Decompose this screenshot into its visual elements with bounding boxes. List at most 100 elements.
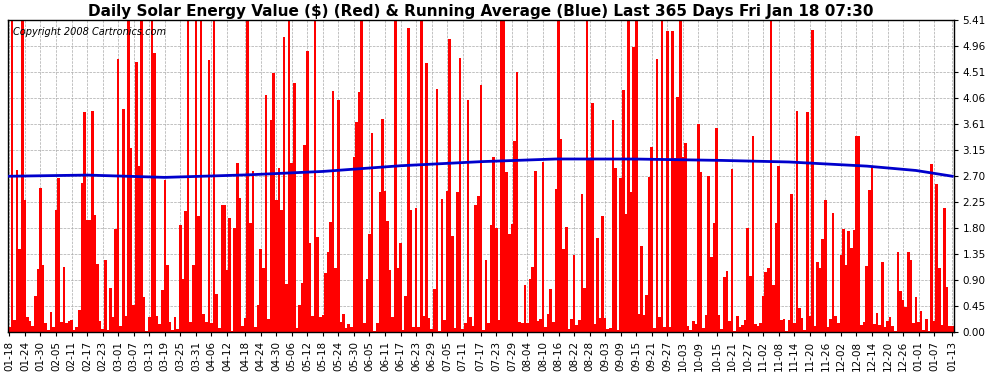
Bar	[695, 324, 697, 332]
Bar	[370, 133, 373, 332]
Bar	[453, 328, 456, 332]
Bar	[912, 323, 915, 332]
Bar	[650, 147, 653, 332]
Bar	[524, 285, 526, 332]
Bar	[288, 21, 290, 332]
Bar	[327, 252, 330, 332]
Bar	[513, 141, 516, 332]
Bar	[244, 318, 247, 332]
Bar	[700, 172, 702, 332]
Bar	[498, 320, 500, 332]
Bar	[236, 163, 239, 332]
Bar	[837, 322, 840, 332]
Bar	[210, 322, 213, 332]
Bar	[418, 327, 420, 332]
Bar	[24, 200, 27, 332]
Bar	[886, 321, 889, 332]
Bar	[254, 327, 256, 332]
Bar	[803, 330, 806, 332]
Bar	[425, 63, 428, 332]
Bar	[221, 206, 223, 332]
Bar	[86, 220, 88, 332]
Bar	[267, 319, 269, 332]
Bar	[628, 21, 630, 332]
Bar	[389, 270, 391, 332]
Bar	[863, 321, 865, 332]
Bar	[835, 316, 837, 332]
Bar	[251, 171, 254, 332]
Bar	[125, 316, 128, 332]
Bar	[163, 180, 166, 332]
Bar	[666, 31, 668, 332]
Bar	[65, 323, 67, 332]
Bar	[549, 289, 552, 332]
Bar	[153, 53, 155, 332]
Bar	[184, 211, 187, 332]
Bar	[259, 249, 262, 332]
Bar	[290, 164, 293, 332]
Bar	[472, 326, 474, 332]
Bar	[599, 318, 601, 332]
Bar	[384, 191, 386, 332]
Bar	[780, 320, 783, 332]
Bar	[298, 305, 301, 332]
Bar	[311, 316, 314, 332]
Bar	[542, 162, 545, 332]
Bar	[868, 190, 870, 332]
Bar	[197, 216, 200, 332]
Bar	[394, 21, 397, 332]
Bar	[309, 243, 311, 332]
Bar	[910, 260, 912, 332]
Bar	[723, 277, 726, 332]
Bar	[303, 145, 306, 332]
Bar	[226, 270, 229, 332]
Bar	[368, 234, 370, 332]
Bar	[54, 210, 57, 332]
Bar	[78, 310, 80, 332]
Bar	[458, 58, 461, 332]
Bar	[314, 21, 317, 332]
Bar	[718, 315, 721, 332]
Bar	[192, 265, 195, 332]
Bar	[337, 100, 340, 332]
Bar	[373, 331, 376, 332]
Bar	[537, 321, 540, 332]
Bar	[231, 331, 234, 332]
Bar	[633, 46, 635, 332]
Bar	[277, 168, 280, 332]
Bar	[508, 234, 511, 332]
Bar	[668, 327, 671, 332]
Bar	[860, 325, 863, 332]
Bar	[881, 262, 884, 332]
Bar	[492, 157, 495, 332]
Bar	[155, 316, 158, 332]
Bar	[73, 330, 75, 332]
Bar	[60, 322, 62, 332]
Bar	[99, 321, 101, 332]
Bar	[161, 290, 163, 332]
Bar	[477, 196, 479, 332]
Bar	[721, 329, 723, 332]
Bar	[441, 200, 444, 332]
Bar	[559, 140, 562, 332]
Bar	[122, 109, 125, 332]
Bar	[104, 260, 107, 332]
Bar	[283, 37, 285, 332]
Bar	[645, 295, 647, 332]
Bar	[739, 327, 742, 332]
Bar	[923, 330, 925, 332]
Bar	[114, 229, 117, 332]
Bar	[324, 273, 327, 332]
Bar	[788, 320, 790, 332]
Bar	[433, 290, 436, 332]
Bar	[684, 143, 687, 332]
Bar	[801, 318, 803, 332]
Bar	[343, 314, 345, 332]
Bar	[451, 236, 453, 332]
Bar	[229, 218, 231, 332]
Bar	[865, 266, 868, 332]
Bar	[187, 21, 189, 332]
Bar	[391, 318, 394, 332]
Bar	[915, 297, 918, 332]
Bar	[428, 318, 431, 332]
